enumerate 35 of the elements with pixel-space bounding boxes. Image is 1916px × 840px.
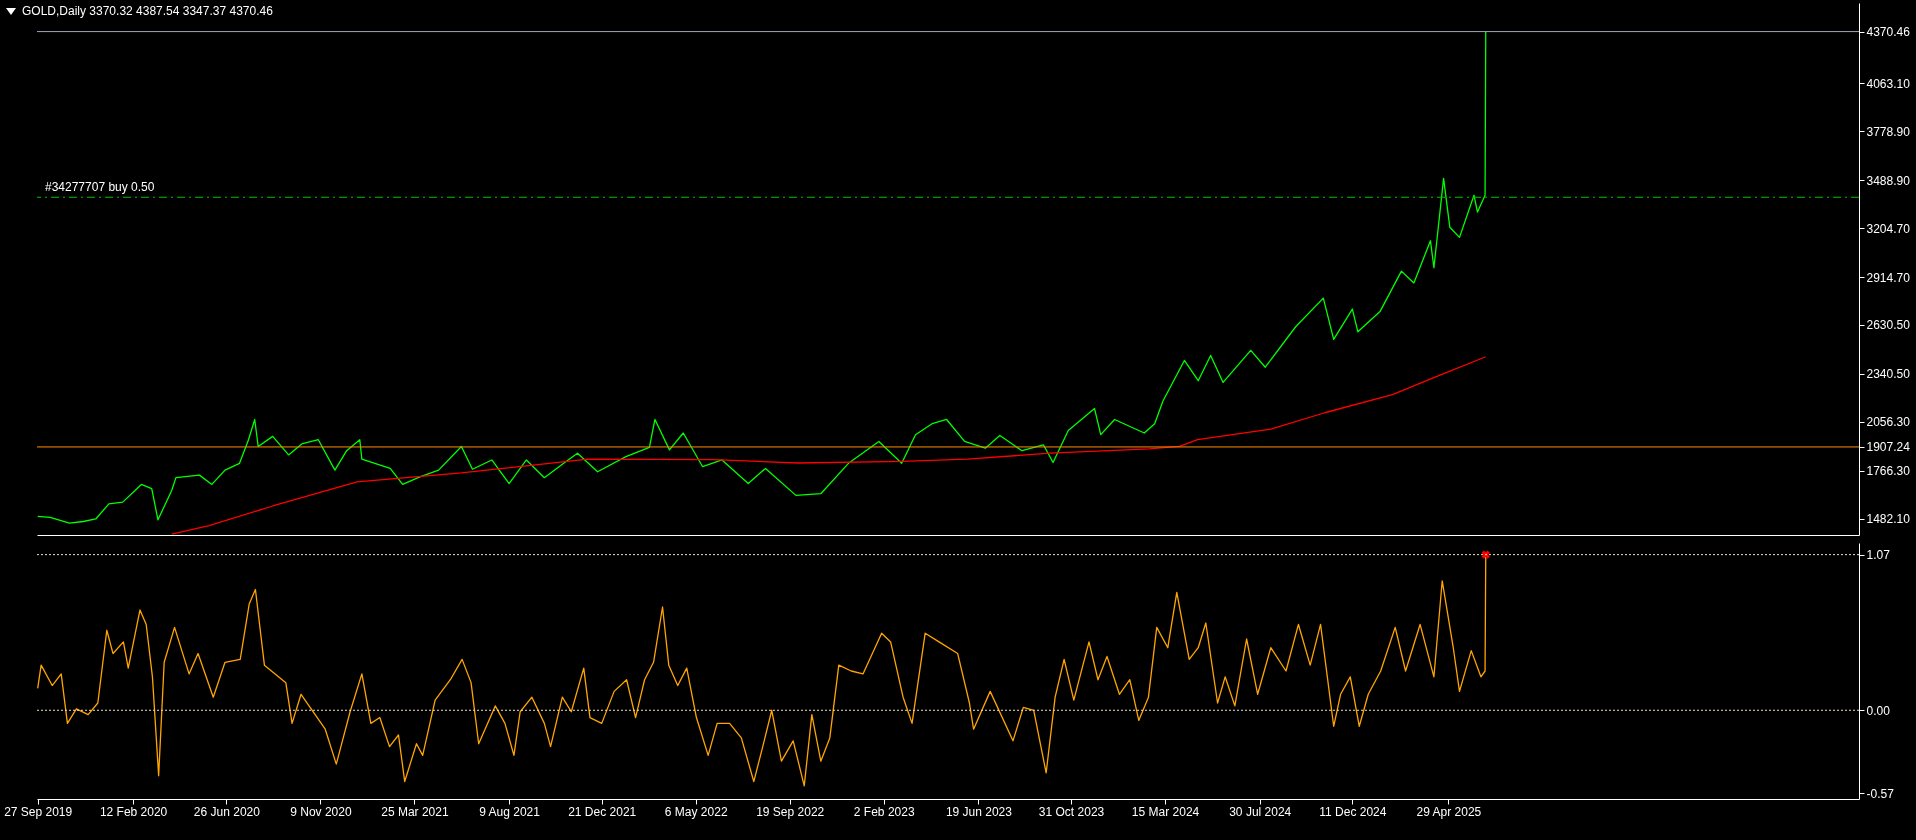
y-tick-label: 1482.10: [1866, 512, 1911, 527]
y-tick-label: 2056.30: [1866, 415, 1911, 430]
y-tick-label: 1907.24: [1866, 440, 1911, 455]
y-tick-label: 1.07: [1866, 548, 1891, 563]
x-tick-label: 9 Nov 2020: [290, 804, 352, 819]
y-tick-label: 3488.90: [1866, 173, 1911, 188]
x-tick-label: 2 Feb 2023: [853, 804, 915, 819]
x-tick-label: 29 Apr 2025: [1416, 804, 1482, 819]
x-tick-label: 12 Feb 2020: [99, 804, 168, 819]
y-tick-label: 3204.70: [1866, 221, 1911, 236]
x-tick-label: 15 Mar 2024: [1131, 804, 1200, 819]
x-tick-label: 11 Dec 2024: [1319, 804, 1387, 819]
y-tick-label: 4370.46: [1866, 25, 1911, 40]
y-tick-label: 0.00: [1866, 703, 1891, 718]
y-tick-label: 2630.50: [1866, 318, 1911, 333]
y-tick-label: 4063.10: [1866, 76, 1911, 91]
x-tick-label: 19 Jun 2023: [945, 804, 1013, 819]
y-tick-label: 2340.50: [1866, 367, 1911, 382]
x-tick-label: 27 Sep 2019: [4, 804, 73, 819]
y-tick-label: 2914.70: [1866, 270, 1911, 285]
x-tick-label: 6 May 2022: [664, 804, 728, 819]
x-tick-label: 21 Dec 2021: [568, 804, 637, 819]
line-series: [37, 30, 1487, 524]
ref-line-label: #34277707 buy 0.50: [45, 180, 155, 195]
x-tick-label: 26 Jun 2020: [193, 804, 261, 819]
x-tick-label: 31 Oct 2023: [1038, 804, 1105, 819]
x-tick-label: 25 Mar 2021: [381, 804, 449, 819]
y-tick-label: 3778.90: [1866, 124, 1911, 139]
x-tick-label: 19 Sep 2022: [756, 804, 825, 819]
y-tick-label: -0.57: [1866, 786, 1895, 801]
x-tick-label: 30 Jul 2024: [1229, 804, 1292, 819]
y-tick-label: 1766.30: [1866, 464, 1911, 479]
line-series: [171, 356, 1487, 535]
x-tick-label: 9 Aug 2021: [479, 804, 541, 819]
chart-title: GOLD,Daily 3370.32 4387.54 3347.37 4370.46: [22, 4, 273, 18]
